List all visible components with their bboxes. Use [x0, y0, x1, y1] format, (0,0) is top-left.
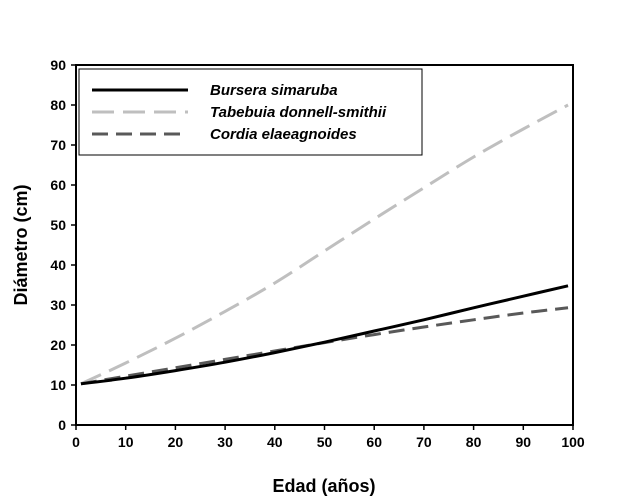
- plot-lines: [80, 103, 569, 386]
- x-tick-label: 0: [72, 434, 80, 450]
- x-tick-label: 90: [516, 434, 532, 450]
- y-tick-label: 0: [58, 417, 66, 433]
- x-axis-title: Edad (años): [272, 476, 375, 496]
- x-tick-label: 100: [561, 434, 585, 450]
- y-tick-label: 50: [50, 217, 66, 233]
- legend-label: Tabebuia donnell-smithii: [210, 104, 387, 121]
- series-line: [80, 284, 569, 386]
- x-tick-label: 70: [416, 434, 432, 450]
- x-tick-label: 50: [317, 434, 333, 450]
- x-axis: 0 10 20 30 40 50 60 70 80 90 100: [72, 425, 585, 450]
- y-tick-label: 30: [50, 297, 66, 313]
- legend-label: Bursera simaruba: [210, 82, 338, 99]
- y-tick-label: 10: [50, 377, 66, 393]
- x-tick-label: 10: [118, 434, 134, 450]
- y-tick-label: 90: [50, 57, 66, 73]
- legend-label: Cordia elaeagnoides: [210, 126, 357, 143]
- y-axis: 0 10 20 30 40 50 60 70 80 90: [50, 57, 76, 433]
- x-tick-label: 40: [267, 434, 283, 450]
- x-tick-label: 80: [466, 434, 482, 450]
- y-axis-title: Diámetro (cm): [11, 184, 31, 305]
- x-tick-label: 30: [217, 434, 233, 450]
- x-tick-label: 60: [366, 434, 382, 450]
- y-tick-label: 60: [50, 177, 66, 193]
- series-line: [80, 306, 569, 386]
- y-tick-label: 40: [50, 257, 66, 273]
- series-line: [80, 103, 569, 386]
- x-tick-label: 20: [168, 434, 184, 450]
- y-tick-label: 20: [50, 337, 66, 353]
- legend: Bursera simaruba Tabebuia donnell-smithii…: [78, 68, 423, 156]
- y-tick-label: 70: [50, 137, 66, 153]
- y-tick-label: 80: [50, 97, 66, 113]
